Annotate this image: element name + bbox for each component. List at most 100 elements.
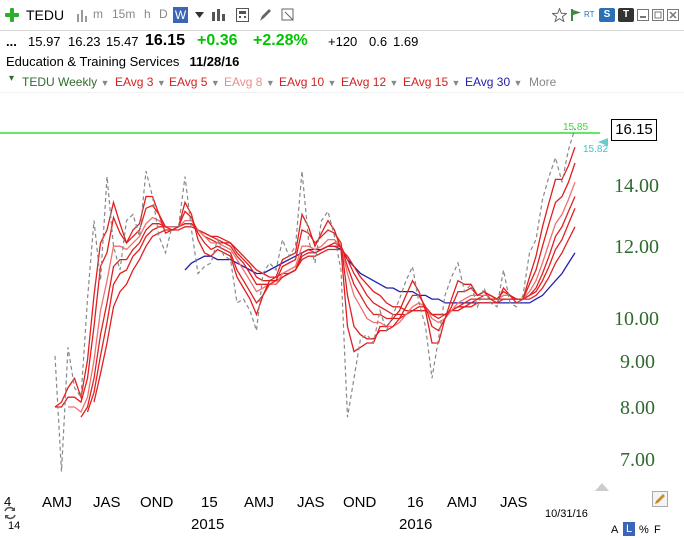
study-label: EAvg 30 bbox=[465, 75, 511, 89]
chevron-down-icon: ▼ bbox=[389, 78, 399, 88]
x-tick-label: JAS bbox=[297, 494, 325, 511]
y-tick-12: 12.00 bbox=[614, 236, 659, 258]
fit-scale-toggle[interactable]: F bbox=[654, 524, 661, 536]
series-line-eavg-3 bbox=[54, 146, 576, 408]
refresh-icon[interactable] bbox=[3, 506, 17, 520]
close-icon[interactable] bbox=[667, 9, 679, 21]
y-tick-10: 10.00 bbox=[614, 308, 659, 330]
interval-w-selected[interactable]: W bbox=[173, 7, 188, 23]
auto-scale-toggle[interactable]: A bbox=[611, 524, 619, 536]
t-button[interactable]: T bbox=[618, 8, 634, 22]
label-layer: 15.85 15.82 bbox=[563, 122, 608, 155]
volume-bars-icon[interactable] bbox=[212, 9, 226, 21]
company-row: Education & Training Services 11/28/16 bbox=[6, 54, 239, 69]
x-tick-label: 15 bbox=[201, 494, 218, 511]
chevron-down-icon: ▼ bbox=[210, 78, 220, 88]
study-eavg-10[interactable]: EAvg 10 ▼ bbox=[279, 75, 336, 89]
interval-h[interactable]: h bbox=[144, 7, 151, 21]
quote-value-2: 1.69 bbox=[393, 34, 419, 49]
add-symbol-icon[interactable] bbox=[5, 8, 19, 22]
maximize-icon[interactable] bbox=[652, 9, 664, 21]
pencil-icon[interactable] bbox=[259, 8, 272, 22]
interval-15m[interactable]: 15m bbox=[112, 7, 136, 21]
bar-date: 11/28/16 bbox=[189, 54, 240, 69]
chevron-down-icon: ▼ bbox=[100, 78, 110, 88]
series-line-tedu-weekly bbox=[54, 128, 576, 472]
study-label: EAvg 5 bbox=[169, 75, 208, 89]
quote-prefix: ... bbox=[6, 34, 17, 49]
reference-value-label: 15.85 bbox=[563, 122, 588, 133]
open-price: 15.97 bbox=[28, 34, 61, 49]
chevron-down-icon: ▼ bbox=[451, 78, 461, 88]
x-tick-label: JAS bbox=[500, 494, 528, 511]
study-label: TEDU Weekly bbox=[22, 75, 98, 89]
x-tick-label: AMJ bbox=[42, 494, 72, 511]
s-button[interactable]: S bbox=[599, 8, 615, 22]
chevron-down-icon: ▼ bbox=[156, 78, 166, 88]
x-tick-label: OND bbox=[343, 494, 377, 511]
study-eavg-3[interactable]: EAvg 3 ▼ bbox=[115, 75, 166, 89]
chevron-down-icon: ▼ bbox=[265, 78, 275, 88]
symbol-label[interactable]: TEDU bbox=[26, 7, 65, 23]
y-tick-9: 9.00 bbox=[620, 351, 655, 373]
chevron-down-icon: ▼ bbox=[513, 78, 523, 88]
minimize-icon[interactable] bbox=[637, 9, 649, 21]
note-icon[interactable] bbox=[281, 8, 295, 22]
scroll-up-icon[interactable] bbox=[595, 483, 609, 491]
more-label: More bbox=[529, 75, 557, 89]
x-edge-label: 14 bbox=[8, 520, 21, 532]
series-line-eavg-30 bbox=[184, 245, 576, 304]
price-marker-triangle bbox=[598, 138, 608, 146]
percent-scale-toggle[interactable]: % bbox=[639, 524, 649, 536]
chevron-down-icon: ▼ bbox=[327, 78, 337, 88]
interval-m[interactable]: m bbox=[93, 7, 103, 21]
star-icon[interactable] bbox=[552, 8, 567, 22]
series-layer bbox=[54, 128, 576, 472]
edit-pencil-icon[interactable] bbox=[652, 491, 668, 507]
company-name: Education & Training Services bbox=[6, 54, 180, 69]
price-change: +0.36 bbox=[197, 32, 238, 49]
price-chart[interactable]: 15.85 15.82 bbox=[0, 92, 684, 538]
interval-d[interactable]: D bbox=[159, 7, 168, 21]
x-tick-label: AMJ bbox=[447, 494, 477, 511]
x-tick-label: AMJ bbox=[244, 494, 274, 511]
study-eavg-5[interactable]: EAvg 5 ▼ bbox=[169, 75, 220, 89]
study-eavg-8[interactable]: EAvg 8 ▼ bbox=[224, 75, 275, 89]
y-tick-7: 7.00 bbox=[620, 449, 655, 471]
date-label: 10/31/16 bbox=[545, 508, 588, 520]
last-price-box: 16.15 bbox=[611, 119, 657, 141]
rt-label[interactable]: RT bbox=[584, 10, 595, 19]
collapse-arrow-icon[interactable]: ▾ bbox=[9, 73, 15, 84]
study-label: EAvg 12 bbox=[341, 75, 387, 89]
study-label: EAvg 15 bbox=[403, 75, 449, 89]
x-tick-label: OND bbox=[140, 494, 174, 511]
low-price: 15.47 bbox=[106, 34, 139, 49]
study-eavg-30[interactable]: EAvg 30 ▼ bbox=[465, 75, 522, 89]
toolbar: TEDU m 15m h D W RT S T bbox=[0, 0, 684, 31]
flag-icon[interactable] bbox=[571, 9, 582, 21]
y-tick-14: 14.00 bbox=[614, 175, 659, 197]
studies-legend: ▾ TEDU Weekly ▼ EAvg 3 ▼ EAvg 5 ▼ EAvg 8… bbox=[0, 72, 684, 92]
y-tick-8: 8.00 bbox=[620, 397, 655, 419]
more-studies-button[interactable]: More bbox=[529, 75, 556, 89]
series-line-eavg-15 bbox=[93, 226, 576, 403]
x-edge-label: 4 bbox=[4, 494, 12, 509]
study-tedu-weekly[interactable]: TEDU Weekly ▼ bbox=[22, 75, 109, 89]
log-scale-toggle[interactable]: L bbox=[623, 522, 635, 536]
volume-change: +120 bbox=[328, 34, 358, 49]
quote-value-1: 0.6 bbox=[369, 34, 388, 49]
calculator-icon[interactable] bbox=[236, 8, 249, 22]
bar-chart-icon[interactable] bbox=[77, 10, 87, 22]
marker-value-label: 15.82 bbox=[583, 144, 608, 155]
study-eavg-12[interactable]: EAvg 12 ▼ bbox=[341, 75, 398, 89]
price-change-pct: +2.28% bbox=[253, 32, 308, 49]
chevron-down-icon[interactable] bbox=[195, 12, 204, 18]
quote-row: ... 15.97 16.23 15.47 16.15 +0.36 +2.28%… bbox=[0, 30, 684, 52]
study-eavg-15[interactable]: EAvg 15 ▼ bbox=[403, 75, 460, 89]
series-line-eavg-5 bbox=[55, 162, 576, 408]
x-tick-label: JAS bbox=[93, 494, 121, 511]
x-year-2015: 2015 bbox=[191, 516, 225, 533]
study-label: EAvg 8 bbox=[224, 75, 263, 89]
x-tick-label: 16 bbox=[407, 494, 424, 511]
series-line-eavg-12 bbox=[86, 208, 576, 413]
